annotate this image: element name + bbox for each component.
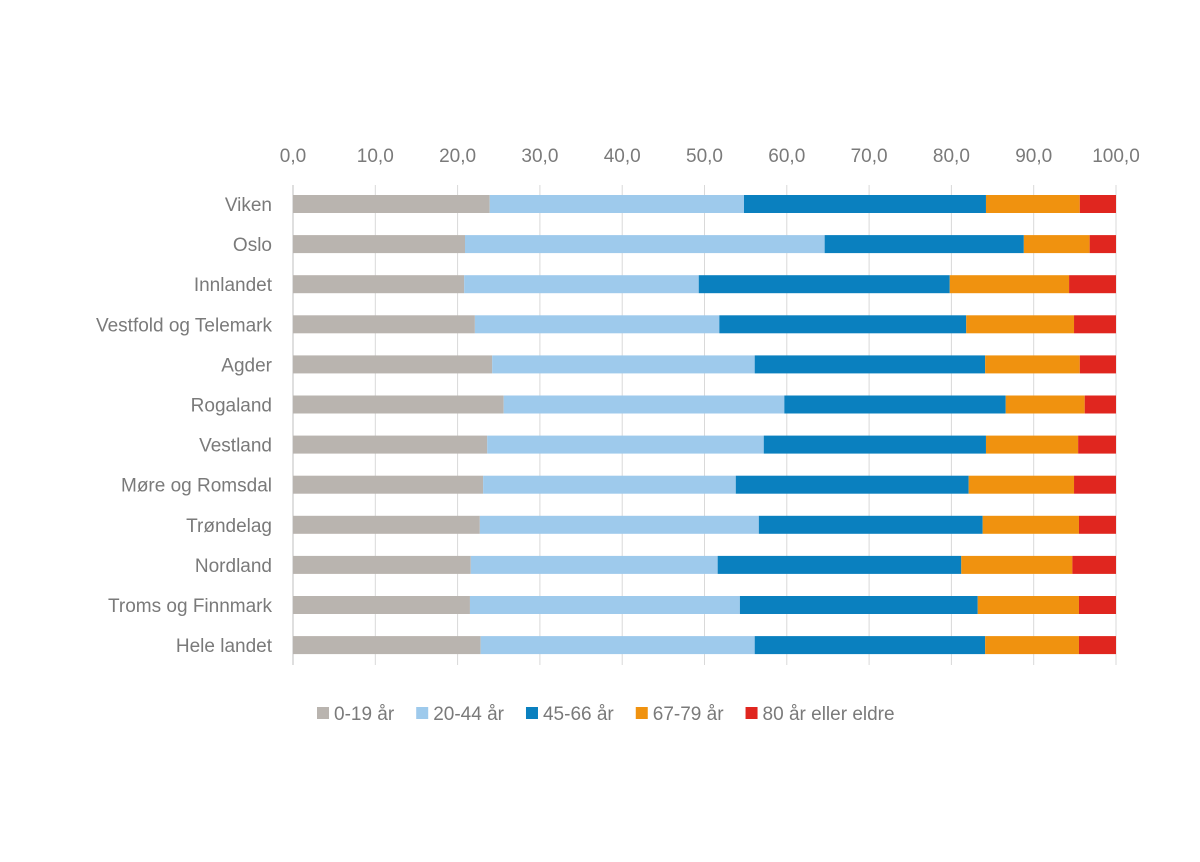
bar-segment-0-19-r bbox=[293, 235, 466, 254]
bar-segment-0-19-r bbox=[293, 355, 493, 374]
category-labels: Viken Oslo Innlandet Vestfold og Telemark Ag… bbox=[96, 195, 273, 657]
bar-segment-67-79-r bbox=[968, 475, 1075, 494]
bar-segment-67-79-r bbox=[985, 636, 1079, 655]
legend: 0-19 år 20-44 år 45-66 år 67-79 år 80 år ell… bbox=[317, 704, 895, 725]
bar-segment-80-r-eller-eldre bbox=[1078, 515, 1116, 534]
bar-segment-67-79-r bbox=[982, 515, 1079, 534]
bar-segment-67-79-r bbox=[985, 355, 1080, 374]
x-tick-label: 80,0 bbox=[933, 146, 970, 167]
bar-segment-45-66-r bbox=[754, 355, 986, 374]
bar-segment-0-19-r bbox=[293, 596, 470, 614]
bar-segment-45-66-r bbox=[754, 636, 986, 655]
bar-segment-67-79-r bbox=[966, 315, 1075, 334]
bar-segment-0-19-r bbox=[293, 395, 504, 414]
bar-segment-67-79-r bbox=[961, 555, 1073, 574]
bar-segment-20-44-r bbox=[474, 315, 720, 334]
x-tick-label: 20,0 bbox=[439, 146, 476, 167]
category-label: Hele landet bbox=[176, 636, 273, 657]
legend-label: 45-66 år bbox=[543, 704, 614, 725]
bar-segment-45-66-r bbox=[735, 475, 969, 494]
category-label: Innlandet bbox=[194, 275, 273, 296]
bar-segment-80-r-eller-eldre bbox=[1079, 355, 1116, 374]
bar-segment-80-r-eller-eldre bbox=[1078, 596, 1116, 614]
bar-segment-67-79-r bbox=[985, 195, 1080, 213]
bar-segment-45-66-r bbox=[698, 275, 950, 294]
legend-swatch bbox=[416, 707, 429, 719]
legend-swatch bbox=[525, 707, 538, 719]
category-label: Vestland bbox=[199, 436, 272, 457]
legend-label: 80 år eller eldre bbox=[763, 704, 895, 725]
category-label: Trøndelag bbox=[186, 516, 272, 537]
bar-segment-80-r-eller-eldre bbox=[1074, 475, 1116, 494]
legend-swatch bbox=[745, 707, 758, 719]
bar-segment-80-r-eller-eldre bbox=[1074, 315, 1116, 334]
x-tick-label: 70,0 bbox=[851, 146, 888, 167]
category-label: Nordland bbox=[195, 556, 272, 577]
category-label: Troms og Finnmark bbox=[108, 596, 272, 617]
bar-segment-0-19-r bbox=[293, 315, 475, 334]
legend-label: 67-79 år bbox=[653, 704, 724, 725]
bar-segment-45-66-r bbox=[784, 395, 1006, 414]
bar-segment-45-66-r bbox=[824, 235, 1024, 254]
bar-segment-20-44-r bbox=[489, 195, 745, 213]
category-label: Møre og Romsdal bbox=[121, 476, 272, 497]
bar-segment-20-44-r bbox=[503, 395, 785, 414]
bar-segment-20-44-r bbox=[479, 515, 759, 534]
bar-segment-20-44-r bbox=[465, 235, 825, 254]
bar-segment-80-r-eller-eldre bbox=[1078, 636, 1116, 655]
bar-segment-80-r-eller-eldre bbox=[1072, 555, 1116, 574]
x-tick-label: 0,0 bbox=[280, 146, 306, 167]
x-tick-label: 100,0 bbox=[1092, 146, 1140, 167]
legend-label: 20-44 år bbox=[433, 704, 504, 725]
bar-segment-20-44-r bbox=[492, 355, 755, 374]
category-label: Viken bbox=[225, 195, 272, 216]
x-tick-label: 50,0 bbox=[686, 146, 723, 167]
bar-segment-20-44-r bbox=[480, 636, 755, 655]
bar-segment-0-19-r bbox=[293, 275, 465, 294]
category-label: Oslo bbox=[233, 235, 272, 256]
bar-segment-20-44-r bbox=[464, 275, 699, 294]
bar-segment-0-19-r bbox=[293, 515, 480, 534]
bar-segment-67-79-r bbox=[949, 275, 1070, 294]
bar-segment-45-66-r bbox=[717, 555, 962, 574]
bar-segment-80-r-eller-eldre bbox=[1089, 235, 1116, 254]
x-tick-label: 90,0 bbox=[1015, 146, 1052, 167]
x-tick-label: 30,0 bbox=[521, 146, 558, 167]
bar-segment-0-19-r bbox=[293, 636, 481, 655]
bar-segment-0-19-r bbox=[293, 195, 490, 213]
bar-segment-45-66-r bbox=[744, 195, 986, 213]
bar-segment-80-r-eller-eldre bbox=[1069, 275, 1116, 294]
x-tick-label: 40,0 bbox=[604, 146, 641, 167]
x-tick-label: 10,0 bbox=[357, 146, 394, 167]
bar-segment-80-r-eller-eldre bbox=[1078, 435, 1116, 454]
legend-swatch bbox=[635, 707, 648, 719]
gridlines bbox=[292, 185, 1117, 665]
x-tick-labels: 0,0 10,0 20,0 30,0 40,0 50,0 60,0 70,0 80,0 90,0 1… bbox=[280, 146, 1140, 167]
category-label: Vestfold og Telemark bbox=[96, 315, 273, 336]
bar-segment-0-19-r bbox=[293, 555, 471, 574]
bars bbox=[293, 195, 1116, 655]
bar-segment-0-19-r bbox=[293, 475, 484, 494]
x-tick-label: 60,0 bbox=[768, 146, 805, 167]
legend-label: 0-19 år bbox=[334, 704, 395, 725]
bar-segment-20-44-r bbox=[470, 555, 718, 574]
bar-segment-67-79-r bbox=[977, 596, 1079, 614]
bar-segment-45-66-r bbox=[758, 515, 983, 534]
bar-segment-67-79-r bbox=[985, 435, 1079, 454]
bar-segment-80-r-eller-eldre bbox=[1084, 395, 1116, 414]
bar-segment-45-66-r bbox=[739, 596, 978, 614]
category-label: Agder bbox=[221, 355, 272, 376]
bar-segment-20-44-r bbox=[487, 435, 764, 454]
bar-segment-20-44-r bbox=[483, 475, 736, 494]
bar-segment-45-66-r bbox=[719, 315, 967, 334]
bar-segment-20-44-r bbox=[469, 596, 740, 614]
bar-segment-45-66-r bbox=[763, 435, 986, 454]
bar-segment-0-19-r bbox=[293, 435, 488, 454]
bar-segment-67-79-r bbox=[1005, 395, 1085, 414]
category-label: Rogaland bbox=[191, 396, 272, 417]
bar-segment-80-r-eller-eldre bbox=[1079, 195, 1116, 213]
legend-swatch bbox=[317, 707, 329, 719]
bar-segment-67-79-r bbox=[1023, 235, 1090, 254]
